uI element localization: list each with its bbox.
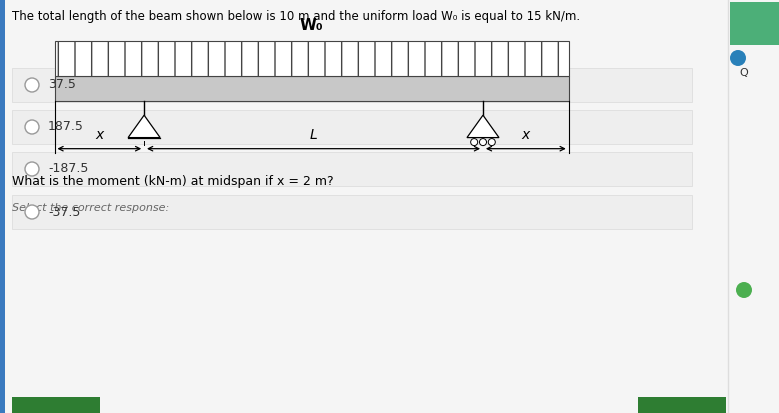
Circle shape <box>25 205 39 219</box>
Circle shape <box>730 50 746 66</box>
Bar <box>12 110 692 144</box>
Polygon shape <box>128 115 160 138</box>
Bar <box>55 76 569 101</box>
Bar <box>12 397 100 413</box>
Bar <box>638 397 726 413</box>
Text: What is the moment (kN-m) at midspan if x = 2 m?: What is the moment (kN-m) at midspan if … <box>12 175 333 188</box>
Circle shape <box>25 162 39 176</box>
Text: 37.5: 37.5 <box>48 78 76 92</box>
Bar <box>0 0 5 413</box>
Circle shape <box>471 139 478 146</box>
Circle shape <box>479 139 487 146</box>
Circle shape <box>25 120 39 134</box>
Text: -187.5: -187.5 <box>48 162 88 176</box>
Circle shape <box>25 78 39 92</box>
Bar <box>12 152 692 186</box>
Bar <box>55 41 569 76</box>
Bar <box>730 2 779 45</box>
Text: The total length of the beam shown below is 10 m and the uniform load W₀ is equa: The total length of the beam shown below… <box>12 10 580 23</box>
Bar <box>12 68 692 102</box>
Text: W₀: W₀ <box>300 18 323 33</box>
Text: 187.5: 187.5 <box>48 121 84 133</box>
Text: L: L <box>310 128 317 142</box>
Text: x: x <box>522 128 530 142</box>
Text: x: x <box>95 128 104 142</box>
Circle shape <box>736 282 752 298</box>
Text: Q: Q <box>739 68 749 78</box>
Text: -37.5: -37.5 <box>48 206 80 218</box>
Circle shape <box>488 139 495 146</box>
Text: Select the correct response:: Select the correct response: <box>12 203 169 213</box>
Polygon shape <box>467 115 499 138</box>
Bar <box>12 195 692 229</box>
